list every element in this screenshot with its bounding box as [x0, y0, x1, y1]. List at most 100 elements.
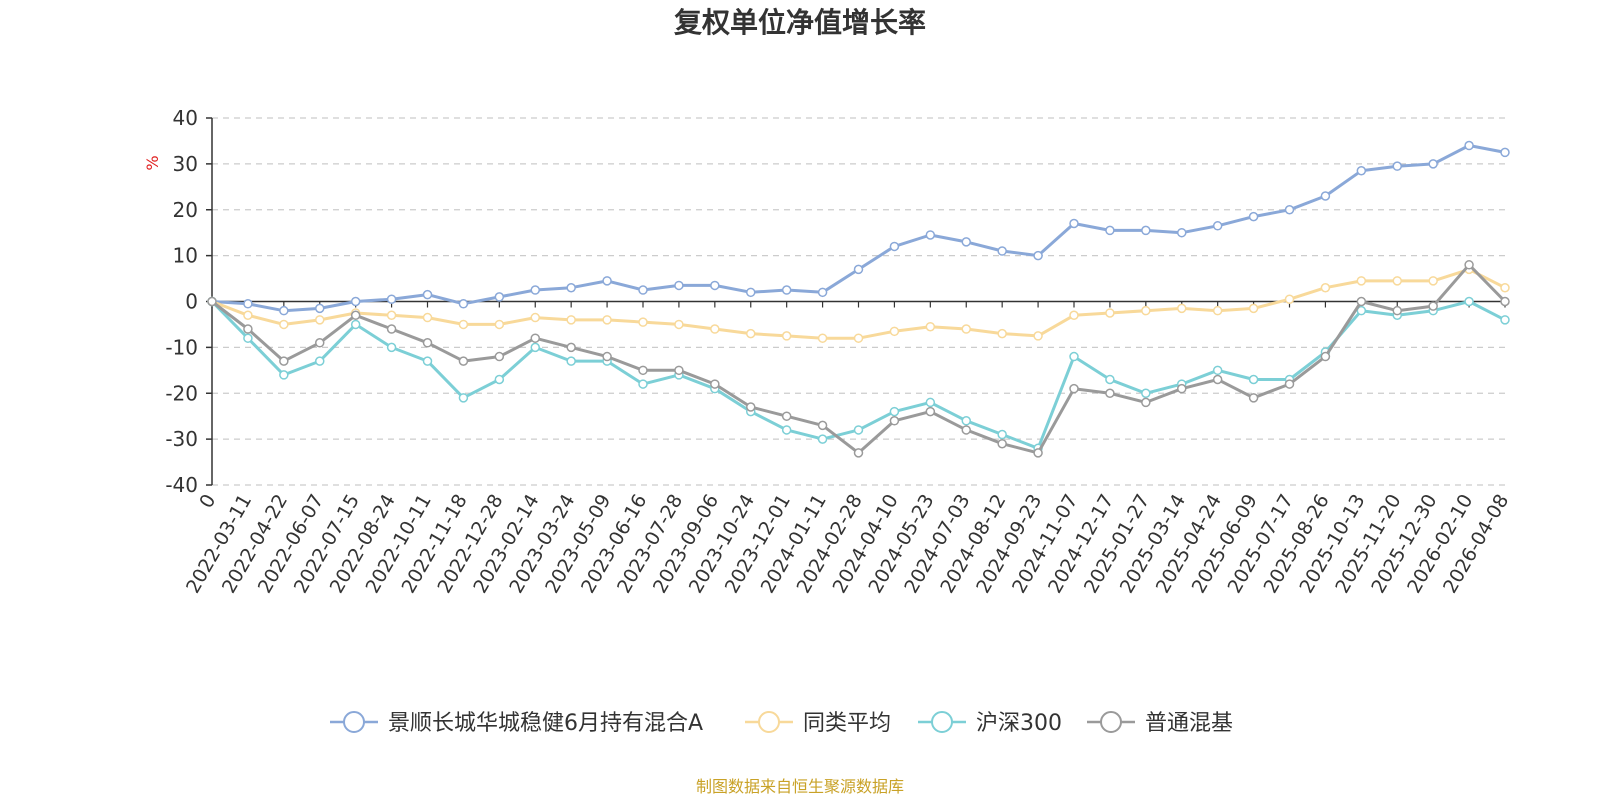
data-point [1320, 282, 1331, 293]
data-point [315, 303, 325, 314]
legend-label: 普通混基 [1145, 711, 1233, 736]
y-tick-label: 40 [173, 106, 198, 130]
data-point [1177, 227, 1187, 238]
data-point [889, 406, 900, 417]
data-point [494, 374, 505, 385]
data-point [386, 324, 397, 334]
data-point [1284, 205, 1295, 215]
legend[interactable]: 景顺长城华城稳健6月持有混合A 同类平均 沪深300 普通混基 [330, 711, 1233, 736]
data-point [997, 246, 1007, 256]
series-line [210, 144, 1507, 313]
data-point [781, 411, 792, 421]
data-point [1428, 159, 1438, 169]
data-point [889, 416, 900, 426]
series-3 [207, 296, 1510, 454]
series-group [207, 140, 1510, 458]
y-tick-label: -30 [165, 427, 198, 451]
x-axis: 02022-03-112022-04-222022-06-072022-07-1… [182, 300, 1513, 597]
data-point [458, 299, 469, 309]
data-point [889, 241, 900, 252]
data-point [602, 276, 612, 286]
data-point [1392, 161, 1402, 171]
data-point [1212, 374, 1223, 385]
data-point [1464, 140, 1474, 151]
data-point [817, 287, 828, 298]
data-point [1464, 260, 1474, 270]
data-point [279, 370, 289, 380]
data-point [566, 315, 576, 325]
data-point [1212, 221, 1223, 231]
data-point [422, 289, 433, 300]
data-point [638, 317, 648, 327]
y-tick-label: 20 [173, 198, 198, 222]
data-point [674, 280, 684, 291]
y-tick-label: -10 [165, 335, 198, 359]
data-point [458, 319, 469, 330]
data-point [1392, 305, 1402, 316]
data-point [243, 299, 253, 309]
data-point [566, 342, 576, 353]
series-2 [207, 264, 1510, 343]
data-point [961, 237, 971, 247]
legend-item[interactable]: 景顺长城华城稳健6月持有混合A [330, 711, 703, 736]
data-point [530, 312, 540, 323]
data-point [386, 294, 397, 304]
data-point [1105, 374, 1115, 385]
data-point [1284, 294, 1295, 304]
data-point [1464, 296, 1474, 307]
series-1 [207, 140, 1510, 316]
data-point [746, 287, 756, 298]
data-point [1212, 305, 1223, 316]
chart-title: 复权单位净值增长率 [674, 6, 926, 39]
legend-marker [343, 711, 365, 733]
y-tick-label: 30 [173, 152, 198, 176]
data-point [1105, 308, 1115, 318]
y-tick-label: 0 [185, 290, 198, 314]
data-point [925, 397, 936, 408]
data-point [350, 310, 361, 321]
legend-marker [1100, 711, 1122, 733]
data-point [386, 310, 397, 321]
data-point [961, 425, 971, 435]
data-point [315, 315, 325, 325]
data-point [1392, 276, 1402, 286]
data-point [1248, 393, 1259, 403]
y-tick-label: -40 [165, 473, 198, 497]
data-point [674, 365, 684, 376]
data-point [494, 319, 505, 330]
y-tick-label: -20 [165, 381, 198, 405]
data-point [243, 333, 253, 343]
data-point [530, 342, 540, 353]
source-note: 制图数据来自恒生聚源数据库 [696, 777, 904, 796]
legend-label: 同类平均 [803, 711, 891, 736]
data-point [1500, 296, 1510, 307]
data-point [1141, 388, 1151, 398]
data-point [243, 324, 253, 334]
data-point [1500, 282, 1510, 293]
series-4 [207, 260, 1510, 458]
data-point [1105, 225, 1115, 236]
y-tick-label: 10 [173, 244, 198, 268]
data-point [961, 324, 971, 334]
data-point [315, 338, 325, 348]
data-point [1069, 218, 1079, 229]
data-point [781, 425, 792, 435]
legend-item[interactable]: 普通混基 [1087, 711, 1233, 736]
data-point [1141, 225, 1151, 236]
data-point [1356, 166, 1367, 176]
data-point [279, 305, 289, 316]
legend-label: 景顺长城华城稳健6月持有混合A [388, 711, 703, 736]
data-point [817, 434, 828, 444]
data-point [315, 356, 325, 366]
legend-item[interactable]: 同类平均 [745, 711, 891, 736]
data-point [925, 321, 936, 332]
legend-item[interactable]: 沪深300 [918, 711, 1062, 736]
data-point [710, 280, 720, 291]
data-point [710, 324, 720, 334]
data-point [207, 296, 217, 307]
data-point [746, 402, 756, 412]
data-point [1141, 305, 1151, 316]
data-point [817, 333, 828, 343]
data-point [997, 438, 1007, 449]
